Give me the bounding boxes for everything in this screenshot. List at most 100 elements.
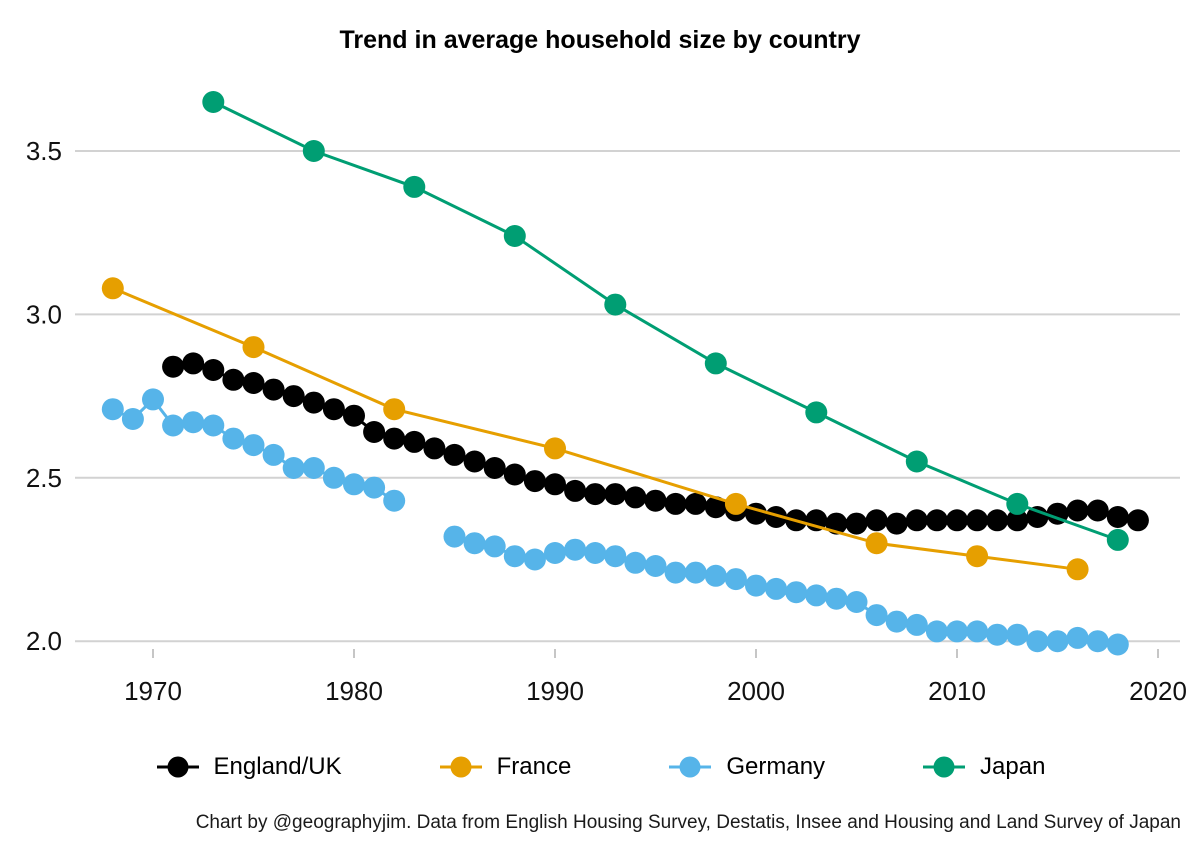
data-point [403,175,426,198]
x-axis-tick-label: 1970 [124,676,182,706]
data-point [121,408,144,430]
legend-marker-icon [923,756,966,778]
data-point [805,401,828,424]
data-point [1106,528,1129,551]
data-point [1086,499,1109,522]
data-point [865,604,888,627]
data-point [202,414,225,437]
data-point [986,509,1009,532]
data-point [101,398,124,421]
data-point [664,492,687,515]
data-point [885,610,908,633]
x-axis-tick-label: 1980 [325,676,383,706]
data-point [202,91,225,113]
y-axis-tick-label: 3.0 [26,299,62,329]
data-point [584,542,607,564]
line-chart-canvas: 3.5 3.0 2.5 2.0 1970 1980 1990 2000 2010 2020 [26,91,1187,706]
data-point [544,437,566,460]
data-point [604,483,627,506]
data-point [1066,558,1089,581]
data-point [443,443,466,466]
data-point [604,293,627,316]
data-point [343,404,365,427]
data-point [162,414,185,437]
data-point [1066,499,1089,522]
x-axis-tick-label: 2010 [928,676,986,706]
data-point [684,492,707,515]
data-point [986,623,1009,646]
data-point [644,489,667,512]
data-point [925,620,948,643]
legend-item-france: France [438,753,571,781]
data-point [724,492,747,515]
data-point [704,564,727,587]
data-point [564,538,587,561]
data-point [905,509,928,532]
legend-item-germany: Germany [667,753,825,781]
legend-label: Germany [726,753,826,780]
data-point [202,359,225,381]
data-point [262,378,285,401]
legend-marker-icon [156,756,199,778]
series-line-japan [212,100,1119,542]
y-axis-tick-label: 2.5 [26,463,62,493]
data-point [322,466,345,489]
data-point [544,473,566,496]
data-point [363,421,386,443]
data-point [865,532,888,555]
data-point [845,591,868,613]
data-point [905,613,928,636]
legend-label: England/UK [213,753,342,780]
y-axis-tick-label: 2.0 [26,626,62,656]
data-point [423,437,446,460]
data-point [1026,630,1049,653]
data-point [704,352,727,375]
data-point [664,561,687,584]
data-point [322,398,345,421]
data-point [765,506,788,528]
data-point [604,545,627,568]
data-point [182,411,205,434]
data-point [1086,630,1109,653]
data-point [644,555,667,577]
legend-item-england-uk: England/UK [155,753,342,781]
data-point [483,457,506,479]
data-point [1126,509,1149,532]
data-point [302,140,325,162]
legend-label: Japan [980,753,1046,780]
data-point [966,545,989,568]
data-point [503,545,526,568]
data-point [142,388,164,411]
data-point [966,509,989,532]
data-point [584,483,607,506]
data-point [785,581,808,604]
data-point [1006,623,1029,646]
data-point [966,620,989,643]
data-point [624,551,647,574]
data-point [383,427,406,450]
data-point [383,489,406,512]
data-point [443,525,466,548]
data-point [302,457,325,479]
data-point [1046,630,1069,653]
data-point [745,574,767,597]
data-point [101,277,124,300]
data-point [1106,633,1129,656]
data-point [463,450,486,473]
data-point [242,372,265,394]
data-point [624,486,647,509]
x-axis-tick-label: 2000 [727,676,785,706]
data-point [885,512,908,535]
data-point [1066,626,1089,649]
data-point [523,470,546,493]
data-point [544,542,566,564]
data-point [825,587,848,610]
data-point [805,584,828,607]
legend-item-japan: Japan [921,753,1045,781]
data-point [343,473,365,496]
data-point [463,532,486,555]
data-point [523,548,546,571]
data-point [162,355,185,378]
chart-caption: Chart by @geographyjim. Data from Englis… [195,812,1181,833]
